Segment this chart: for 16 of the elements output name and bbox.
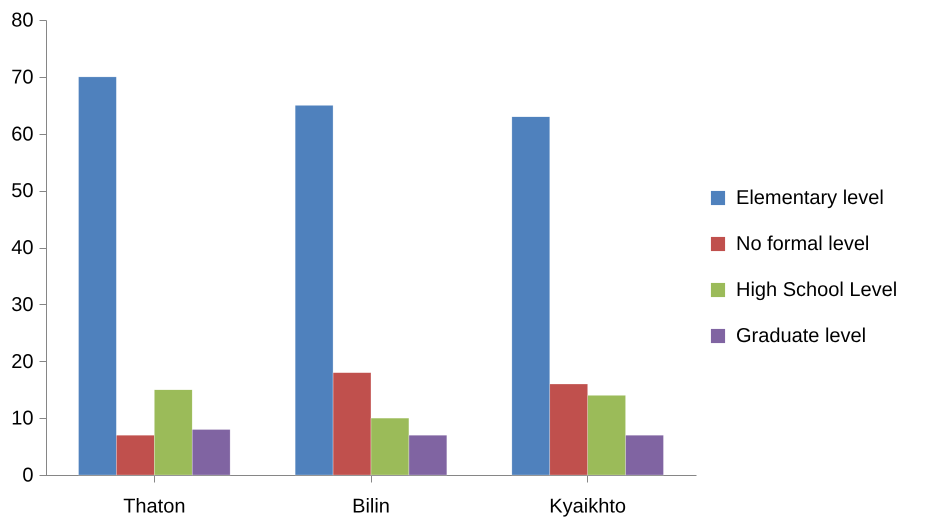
x-tick-label: Kyaikhto (549, 496, 626, 518)
y-tick-label: 30 (11, 294, 34, 316)
legend-label: No formal level (736, 233, 870, 255)
y-tick-label: 80 (11, 10, 34, 32)
legend-label: High School Level (736, 279, 898, 301)
y-tick-label: 40 (11, 237, 34, 259)
y-tick-label: 50 (11, 180, 34, 202)
y-tick-label: 0 (22, 464, 34, 486)
x-tick-label: Bilin (352, 496, 390, 518)
y-tick-label: 70 (11, 66, 34, 88)
legend-label: Graduate level (736, 325, 866, 347)
y-tick-label: 60 (11, 123, 34, 146)
y-tick-label: 10 (11, 408, 34, 430)
legend-label: Elementary level (736, 187, 884, 209)
y-tick-label: 20 (11, 350, 34, 373)
x-tick-label: Thaton (123, 496, 186, 518)
